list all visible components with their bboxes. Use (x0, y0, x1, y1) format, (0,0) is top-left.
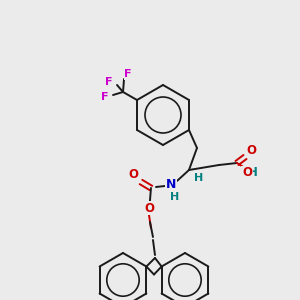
Text: F: F (101, 92, 109, 102)
Text: F: F (124, 69, 132, 79)
Text: N: N (166, 178, 176, 191)
Text: O: O (128, 167, 138, 181)
Text: H: H (248, 167, 258, 179)
Text: O: O (242, 167, 252, 179)
Text: F: F (105, 77, 113, 87)
Text: H: H (194, 173, 204, 183)
Text: O: O (246, 145, 256, 158)
Text: H: H (170, 192, 180, 202)
Text: O: O (144, 202, 154, 214)
